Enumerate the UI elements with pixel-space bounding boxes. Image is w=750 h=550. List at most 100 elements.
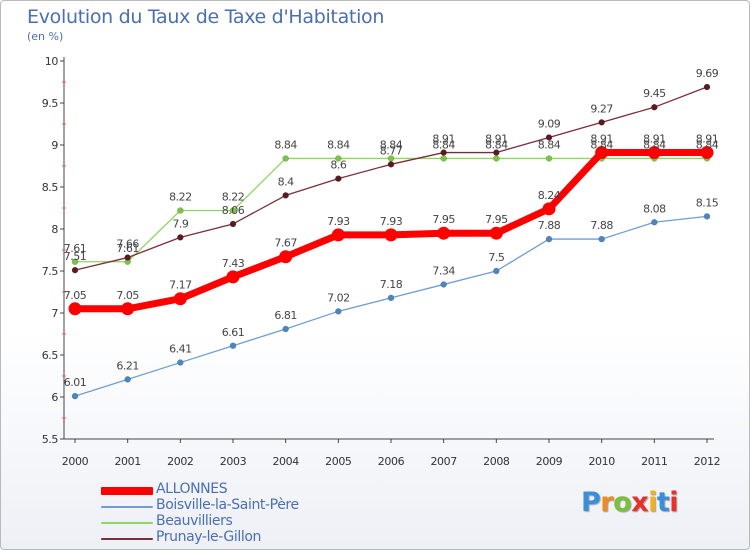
legend-swatch [101,487,153,495]
series-layer [68,83,714,400]
data-label: 8.84 [485,138,508,151]
data-label: 8.91 [485,133,508,146]
data-point [71,392,79,400]
data-point [229,220,237,228]
data-point [440,281,447,288]
data-point [177,207,184,214]
data-point [651,219,658,226]
data-point [282,155,289,162]
data-point [387,294,395,302]
y-tick-label: 6.5 [42,349,59,362]
data-label: 7.95 [432,213,455,226]
x-tick-label: 2007 [430,455,457,468]
data-label: 7.43 [222,257,245,270]
y-tick-label: 9 [51,139,58,152]
chart-axes: 5.5 6 6.5 7 7.5 8 8.5 9 9.5 10 2000 2001 2002 2003 200… [42,55,721,468]
data-label: 7.51 [64,250,87,263]
data-point [598,119,605,126]
data-point [545,134,553,141]
data-label: 8.08 [643,202,666,215]
data-label: 8.84 [696,138,719,151]
data-point [440,155,447,162]
x-tick-label: 2006 [378,455,405,468]
data-label: 6.21 [116,359,139,372]
y-tick-label: 8.5 [42,181,59,194]
data-point [335,175,342,182]
data-point [177,234,184,241]
data-label: 7.9 [172,217,188,230]
data-label: 7.88 [538,219,561,232]
data-point [121,302,135,316]
data-point [335,308,342,315]
data-label: 7.67 [274,237,297,250]
x-tick-label: 2003 [220,455,247,468]
data-point [651,103,658,111]
y-tick-label: 9.5 [42,97,59,110]
data-point [335,155,342,162]
legend-label: Prunay-le-Gillon [156,529,261,545]
data-label: 9.45 [643,87,666,100]
data-point [489,226,503,240]
data-point [545,155,553,162]
data-point [703,83,711,91]
data-label: 9.27 [590,102,613,115]
data-point [282,192,289,199]
data-label: 8.6 [330,159,346,172]
data-point [384,228,398,242]
data-point [229,207,237,214]
data-point [647,146,661,160]
legend-swatch [101,522,153,524]
data-label: 7.93 [380,215,403,228]
data-label: 8.84 [327,138,350,151]
data-label: 7.17 [169,279,192,292]
data-label: 8.77 [380,144,403,157]
data-point [279,250,293,264]
data-point [700,146,714,160]
chart-subtitle: (en %) [27,30,64,43]
data-point [493,149,500,156]
series-beauvilliers [71,155,711,266]
data-point [387,161,395,168]
legend-label: ALLONNES [156,481,228,497]
data-label: 7.34 [432,264,455,277]
series-line [74,215,708,397]
data-point [598,235,605,243]
data-label: 6.61 [222,326,245,339]
x-tick-label: 2002 [167,455,193,468]
y-tick-label: 7 [51,307,58,320]
y-tick-label: 7.5 [42,265,59,278]
data-point [173,292,187,306]
chart-title: Evolution du Taux de Taxe d'Habitation [27,6,385,28]
data-label: 8.91 [696,133,719,146]
data-label: 9.69 [696,67,719,80]
data-point [437,226,451,240]
y-tick-label: 8 [51,223,58,236]
x-tick-label: 2005 [325,455,352,468]
data-label: 7.93 [327,215,350,228]
legend-swatch [101,538,153,540]
data-label: 6.81 [274,309,297,322]
x-tick-label: 2004 [272,455,299,468]
data-label: 8.22 [222,191,245,204]
data-point [71,258,79,266]
proxiti-logo: Proxiti [581,487,679,518]
data-point [124,376,131,383]
x-tick-label: 2001 [114,455,140,468]
data-label: 8.84 [643,138,666,151]
data-label: 8.91 [643,133,666,146]
data-label: 8.84 [432,138,455,151]
y-tick-label: 10 [45,55,59,68]
data-label: 8.24 [538,189,561,202]
series-boisville-la-saint-pere [71,213,711,400]
data-label: 6.41 [169,343,192,356]
data-point [177,359,184,366]
data-label: 8.91 [590,133,613,146]
data-point [331,228,345,242]
data-label: 7.05 [64,289,87,302]
legend-label: Beauvilliers [156,513,233,529]
x-tick-label: 2008 [483,455,510,468]
data-label: 7.61 [64,242,87,255]
series-allonnes [68,146,714,316]
series-line [74,157,708,263]
